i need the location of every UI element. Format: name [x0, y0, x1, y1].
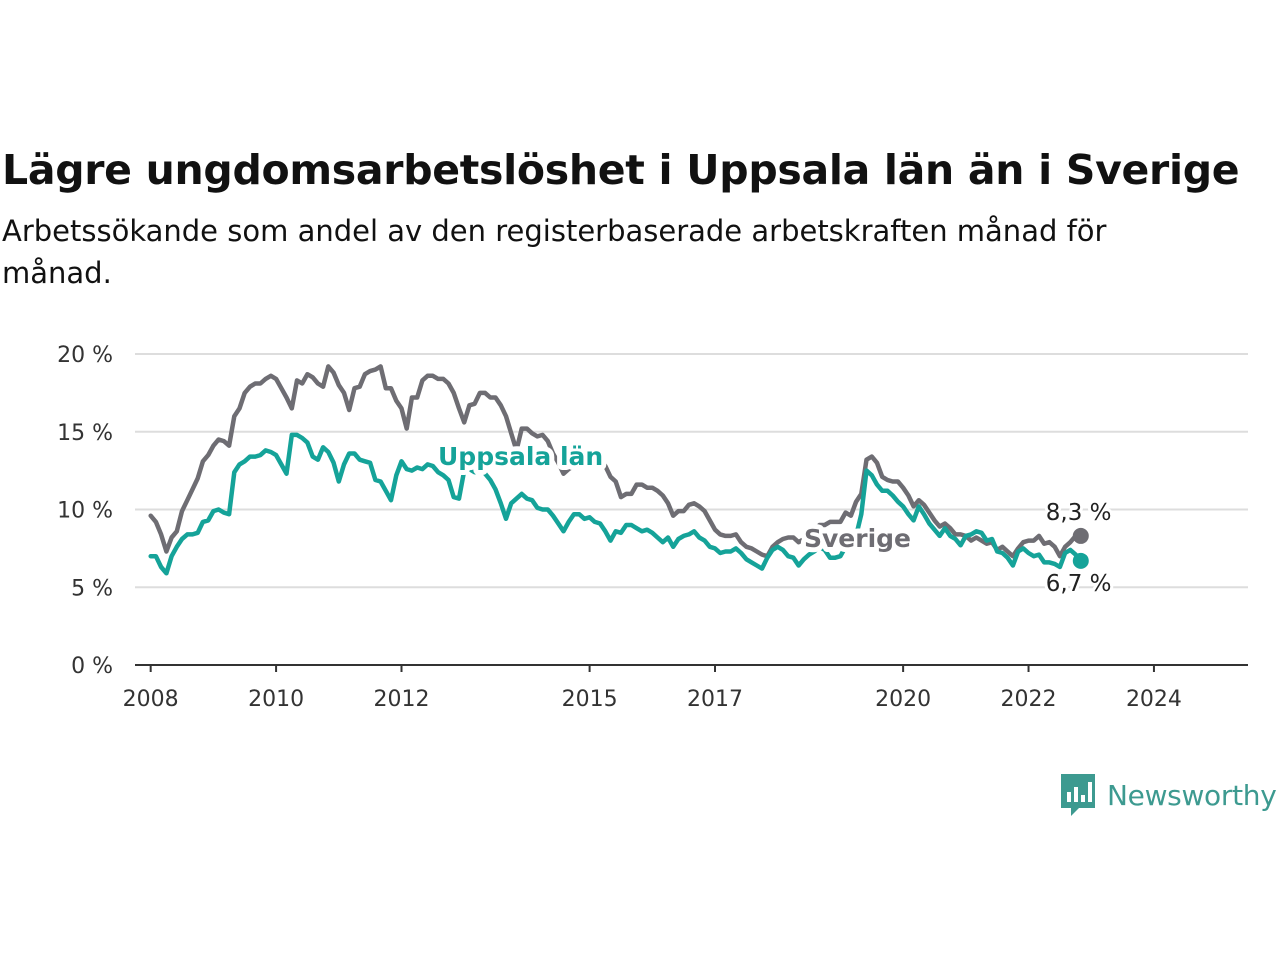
y-tick-label: 15 %	[57, 421, 113, 446]
chart-subtitle: Arbetssökande som andel av den registerb…	[2, 214, 1107, 290]
y-tick-label: 5 %	[71, 576, 113, 601]
line-chart: 0 %5 %10 %15 %20 % 2008 2010 2012 2015 2017 2…	[57, 343, 1248, 712]
x-tick-label: 2012	[373, 687, 429, 712]
series-labels: Uppsala län Sverige	[433, 437, 916, 558]
y-tick-label: 20 %	[57, 343, 113, 368]
y-tick-label: 10 %	[57, 499, 113, 524]
series-end-markers: 8,3 % 6,7 %	[1043, 497, 1115, 600]
chart-title: Lägre ungdomsarbetslöshet i Uppsala län …	[2, 146, 1240, 194]
x-tick-label: 2022	[1001, 687, 1057, 712]
newsworthy-logo-icon	[1061, 774, 1095, 816]
x-axis-ticks: 2008 2010 2012 2015 2017 2020 2022 2024	[123, 665, 1182, 712]
x-tick-label: 2024	[1126, 687, 1182, 712]
series-line-sverige	[148, 364, 1084, 559]
series-label-sverige: Sverige	[804, 524, 911, 553]
x-tick-label: 2017	[687, 687, 743, 712]
x-tick-label: 2020	[875, 687, 931, 712]
newsworthy-logo-text: Newsworthy	[1107, 778, 1277, 812]
x-tick-label: 2015	[562, 687, 618, 712]
end-label-sverige: 8,3 %	[1046, 500, 1112, 526]
series-label-uppsala: Uppsala län	[438, 442, 603, 471]
y-tick-label: 0 %	[71, 654, 113, 679]
end-marker-uppsala	[1072, 552, 1089, 569]
series-lines	[148, 364, 1084, 576]
end-label-uppsala: 6,7 %	[1046, 571, 1112, 597]
x-tick-label: 2010	[248, 687, 304, 712]
newsworthy-logo: Newsworthy	[1059, 772, 1277, 818]
x-tick-label: 2008	[123, 687, 179, 712]
y-axis-ticks: 0 % 5 % 10 % 15 % 20 %	[57, 343, 113, 679]
series-line-uppsala	[148, 432, 1084, 576]
gridlines	[135, 353, 1248, 589]
end-marker-sverige	[1072, 527, 1089, 544]
